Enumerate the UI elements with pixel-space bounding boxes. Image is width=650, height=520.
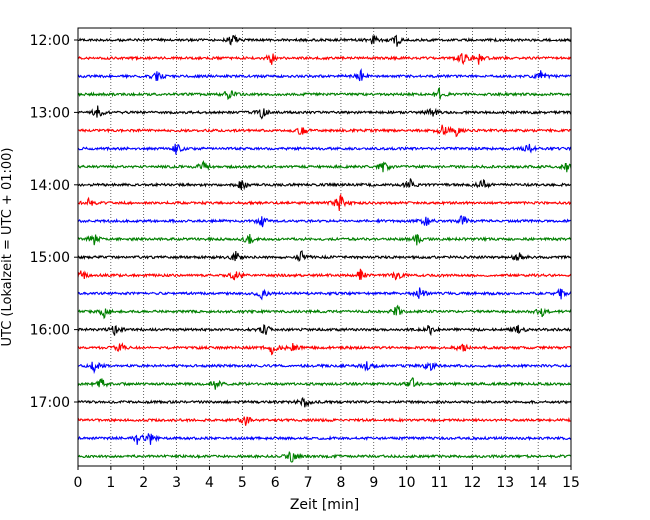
trace-1500 xyxy=(77,250,572,262)
y-tick-label: 14:00 xyxy=(30,178,70,194)
y-tick-label: 16:00 xyxy=(30,323,70,339)
y-tick-label: 13:00 xyxy=(30,105,70,121)
trace-1530 xyxy=(77,287,572,301)
x-tick-label: 13 xyxy=(496,475,514,491)
trace-1230 xyxy=(77,68,572,82)
x-tick-label: 0 xyxy=(74,475,83,491)
y-axis-ticks: 12:00 13:00 14:00 15:00 16:00 17:00 xyxy=(30,33,78,411)
trace-1215 xyxy=(77,53,572,66)
x-tick-label: 10 xyxy=(398,475,416,491)
x-tick-label: 3 xyxy=(172,475,181,491)
trace-1545 xyxy=(77,304,572,320)
y-tick-label: 12:00 xyxy=(30,33,70,49)
trace-1300 xyxy=(77,105,572,120)
trace-1630 xyxy=(77,361,572,375)
trace-1445 xyxy=(77,233,572,246)
trace-1400 xyxy=(77,178,572,191)
x-axis-ticks: 0 1 2 3 4 5 6 7 8 9 10 11 12 13 14 15 xyxy=(74,466,580,491)
x-tick-label: 7 xyxy=(304,475,313,491)
trace-1200 xyxy=(77,34,572,47)
trace-1645 xyxy=(77,377,572,390)
x-tick-label: 4 xyxy=(205,475,214,491)
plot-frame xyxy=(77,27,572,467)
trace-1615 xyxy=(77,342,572,356)
x-tick-label: 6 xyxy=(271,475,280,491)
x-tick-label: 11 xyxy=(431,475,449,491)
y-tick-label: 17:00 xyxy=(30,395,70,411)
trace-series xyxy=(77,34,572,463)
trace-1515 xyxy=(77,268,572,281)
x-tick-label: 14 xyxy=(529,475,547,491)
x-tick-label: 8 xyxy=(336,475,345,491)
trace-1715 xyxy=(77,416,572,426)
y-tick-label: 15:00 xyxy=(30,250,70,266)
trace-1700 xyxy=(77,396,572,408)
trace-1430 xyxy=(77,214,571,228)
y-axis-label: UTC (Lokalzeit = UTC + 01:00) xyxy=(0,148,15,347)
x-tick-label: 15 xyxy=(562,475,580,491)
trace-1245 xyxy=(77,86,572,101)
x-tick-label: 1 xyxy=(106,475,115,491)
trace-1730 xyxy=(77,433,572,445)
x-axis-label: Zeit [min] xyxy=(290,497,359,513)
x-tick-label: 5 xyxy=(238,475,247,491)
trace-1315 xyxy=(77,124,572,138)
trace-1745 xyxy=(77,450,572,463)
x-tick-label: 9 xyxy=(369,475,378,491)
trace-1415 xyxy=(77,193,572,212)
grid-lines xyxy=(110,28,539,466)
trace-1330 xyxy=(77,143,572,155)
x-tick-label: 12 xyxy=(463,475,481,491)
trace-1600 xyxy=(77,324,572,337)
trace-1345 xyxy=(77,159,572,173)
x-tick-label: 2 xyxy=(139,475,148,491)
